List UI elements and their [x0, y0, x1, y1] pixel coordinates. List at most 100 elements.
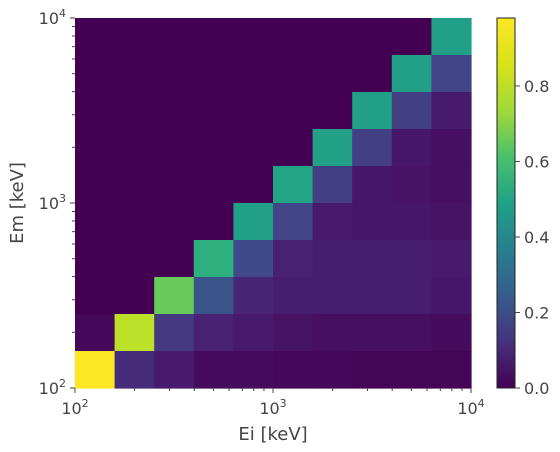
- heatmap-cell: [233, 240, 274, 278]
- heatmap-cell: [154, 351, 195, 389]
- heatmap-cell: [391, 129, 432, 167]
- heatmap-cell: [193, 277, 234, 315]
- heatmap-cell: [114, 240, 155, 278]
- heatmap-cell: [75, 277, 116, 315]
- heatmap-cell: [273, 314, 314, 352]
- heatmap-cell: [193, 129, 234, 167]
- heatmap-cell: [233, 314, 274, 352]
- heatmap-cell: [193, 92, 234, 130]
- heatmap-cells: [75, 18, 472, 389]
- heatmap-cell: [114, 18, 155, 56]
- heatmap-cell: [273, 92, 314, 130]
- heatmap-cell: [75, 351, 116, 389]
- heatmap-cell: [352, 166, 393, 204]
- heatmap-cell: [273, 166, 314, 204]
- heatmap-cell: [352, 92, 393, 130]
- heatmap-cell: [114, 92, 155, 130]
- heatmap-cell: [193, 240, 234, 278]
- heatmap-cell: [352, 203, 393, 241]
- heatmap-cell: [312, 55, 353, 93]
- heatmap-cell: [312, 129, 353, 167]
- heatmap-cell: [352, 277, 393, 315]
- heatmap-cell: [233, 92, 274, 130]
- x-tick-label: 104: [457, 397, 484, 418]
- heatmap-cell: [431, 203, 472, 241]
- heatmap-cell: [273, 351, 314, 389]
- heatmap-cell: [352, 129, 393, 167]
- colorbar-ticks: 0.0 0.2 0.4 0.6 0.8: [515, 77, 549, 398]
- y-tick-label: 104: [39, 7, 66, 28]
- heatmap-cell: [154, 92, 195, 130]
- heatmap-cell: [273, 203, 314, 241]
- heatmap-cell: [233, 166, 274, 204]
- heatmap-cell: [114, 166, 155, 204]
- heatmap-cell: [154, 55, 195, 93]
- heatmap-cell: [431, 277, 472, 315]
- heatmap-cell: [273, 277, 314, 315]
- heatmap-cell: [431, 55, 472, 93]
- heatmap-cell: [154, 240, 195, 278]
- heatmap-cell: [75, 18, 116, 56]
- colorbar-tick-label: 0.8: [524, 77, 549, 96]
- heatmap-cell: [75, 129, 116, 167]
- heatmap-cell: [114, 277, 155, 315]
- heatmap-cell: [391, 55, 432, 93]
- heatmap-cell: [75, 92, 116, 130]
- heatmap-cell: [75, 314, 116, 352]
- heatmap-cell: [154, 18, 195, 56]
- colorbar-tick-label: 0.4: [524, 228, 549, 247]
- heatmap-cell: [312, 203, 353, 241]
- heatmap-cell: [312, 314, 353, 352]
- x-axis-label: Ei [keV]: [238, 424, 307, 445]
- heatmap-cell: [391, 166, 432, 204]
- heatmap-cell: [233, 55, 274, 93]
- heatmap-cell: [312, 351, 353, 389]
- colorbar: 0.0 0.2 0.4 0.6 0.8: [496, 17, 549, 398]
- x-tick-label: 103: [259, 397, 286, 418]
- heatmap-cell: [431, 92, 472, 130]
- heatmap-cell: [391, 92, 432, 130]
- heatmap-cell: [114, 129, 155, 167]
- heatmap-cell: [233, 277, 274, 315]
- heatmap-cell: [75, 166, 116, 204]
- heatmap-cell: [114, 314, 155, 352]
- heatmap-cell: [154, 277, 195, 315]
- heatmap-cell: [273, 129, 314, 167]
- heatmap-cell: [193, 55, 234, 93]
- y-axis: 102 103 104: [39, 7, 75, 398]
- heatmap-cell: [154, 129, 195, 167]
- x-axis: 102 103 104: [61, 388, 485, 418]
- heatmap-cell: [431, 240, 472, 278]
- heatmap-cell: [75, 203, 116, 241]
- heatmap-cell: [273, 18, 314, 56]
- colorbar-tick-label: 0.2: [524, 303, 549, 322]
- heatmap-cell: [431, 166, 472, 204]
- heatmap-cell: [352, 55, 393, 93]
- colorbar-tick-label: 0.0: [524, 379, 549, 398]
- x-tick-label: 102: [61, 397, 88, 418]
- heatmap-cell: [193, 203, 234, 241]
- y-tick-label: 103: [39, 192, 66, 213]
- heatmap-cell: [233, 351, 274, 389]
- heatmap-cell: [273, 240, 314, 278]
- heatmap-cell: [154, 166, 195, 204]
- heatmap-cell: [273, 55, 314, 93]
- heatmap-cell: [114, 55, 155, 93]
- heatmap-cell: [391, 277, 432, 315]
- heatmap-cell: [312, 166, 353, 204]
- heatmap-cell: [391, 351, 432, 389]
- heatmap-cell: [114, 351, 155, 389]
- heatmap-cell: [193, 18, 234, 56]
- heatmap-cell: [431, 129, 472, 167]
- heatmap-cell: [75, 240, 116, 278]
- heatmap-cell: [312, 240, 353, 278]
- heatmap-cell: [352, 351, 393, 389]
- colorbar-tick-label: 0.6: [524, 152, 549, 171]
- heatmap-cell: [431, 18, 472, 56]
- colorbar-gradient: [496, 17, 516, 389]
- heatmap-cell: [391, 203, 432, 241]
- heatmap-cell: [114, 203, 155, 241]
- heatmap-cell: [154, 203, 195, 241]
- heatmap-cell: [391, 18, 432, 56]
